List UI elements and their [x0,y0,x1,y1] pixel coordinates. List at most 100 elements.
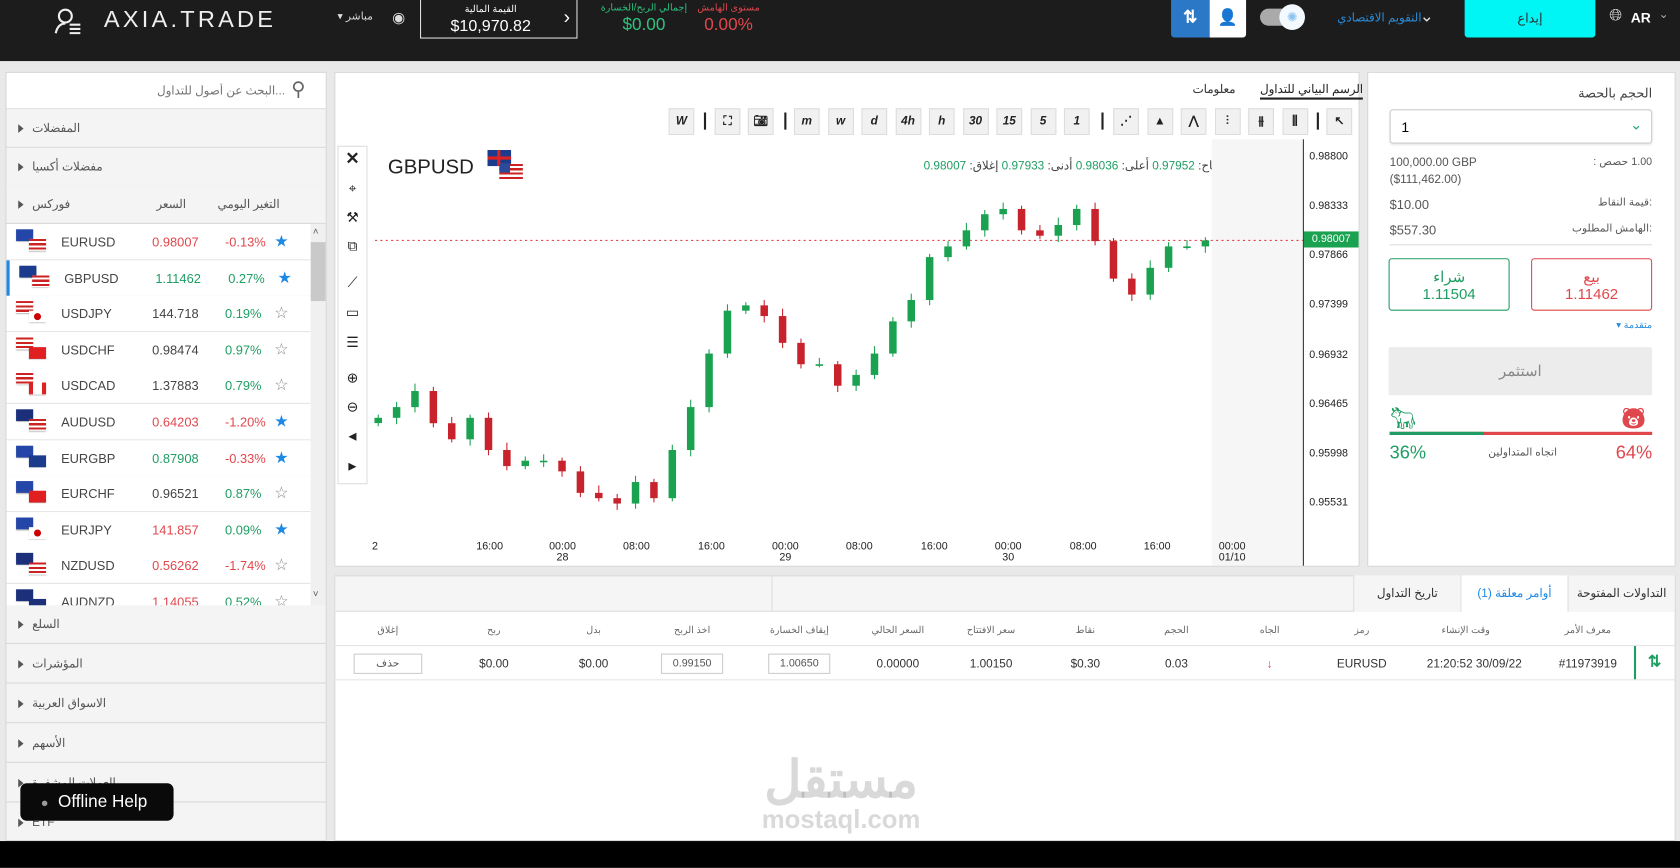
offline-help-widget[interactable]: ● Offline Help [20,783,174,821]
tab-trade-history[interactable]: تاريخ التداول [1353,575,1461,612]
search-box[interactable]: ⚲ [6,72,326,110]
zoom-out-icon[interactable]: ⊖ [346,398,359,415]
timeframe-button[interactable]: d [861,108,888,136]
zoom-in-icon[interactable]: ⊕ [346,369,359,386]
sidebar-section[interactable]: المؤشرات [6,645,326,684]
timeframe-button[interactable]: 30 [962,108,989,136]
star-icon[interactable]: ★ [274,412,289,431]
star-icon[interactable]: ★ [277,268,292,287]
forex-row[interactable]: AUDNZD 1.14055 0.52% ☆ [6,583,311,606]
star-icon[interactable]: ☆ [274,484,289,503]
mode-dropdown[interactable]: ▾ مباشر [337,10,374,23]
take-profit-input[interactable]: 0.99150 [660,653,724,674]
balance-box[interactable]: القيمة المالية $10,970.82 › [420,0,578,39]
scroll-up-icon[interactable]: ˄ [312,226,319,237]
timeframe-button[interactable]: m [793,108,820,136]
scroll-left-icon[interactable]: ◀ [348,430,357,443]
star-icon[interactable]: ★ [274,520,289,539]
camera-icon[interactable]: 📷︎ [747,108,774,136]
sidebar-section[interactable]: المفضلات [6,109,326,148]
star-icon[interactable]: ☆ [274,376,289,395]
buy-button[interactable]: شراء 1.11504 [1388,258,1510,311]
tab-trading-chart[interactable]: الرسم البياني للتداول [1260,83,1364,100]
stop-loss-input[interactable]: 1.00650 [768,653,831,674]
timeframe-button[interactable]: 5 [1030,108,1056,136]
flag-gbp-icon [28,454,47,467]
search-input[interactable] [17,79,286,103]
cursor-cross-icon[interactable]: ⌖ [348,180,357,197]
low-value: 0.97933 [1001,159,1045,173]
social-icon[interactable]: 👤 [1209,0,1247,38]
star-icon[interactable]: ☆ [274,340,289,359]
advanced-toggle[interactable]: ▾ متقدمة [1616,319,1653,331]
scroll-down-icon[interactable]: ˅ [312,588,319,599]
language-selector[interactable]: AR [1630,9,1651,26]
area-chart-icon[interactable]: ▲ [1146,108,1173,136]
timeframe-button[interactable]: 1 [1063,108,1090,136]
sort-icon[interactable]: ⇅ [1647,652,1662,671]
dots-chart-icon[interactable]: ⋰ [1113,108,1139,136]
toolbar-separator [1101,112,1104,130]
weekly-w-button[interactable]: W [668,108,695,136]
bar-chart-icon[interactable]: ⫶ [1214,108,1241,136]
scroll-right-icon[interactable]: ▶ [348,460,357,473]
forex-row[interactable]: USDCAD 1.37883 0.79% ☆ [6,367,311,405]
measure-icon[interactable]: ⚒ [346,208,359,226]
tab-info[interactable]: معلومات [1192,83,1236,97]
close-icon[interactable]: ✕ [345,150,360,169]
deposit-button[interactable]: إيداع [1464,0,1596,38]
scrollbar[interactable]: ˄ ˅ [310,223,326,606]
flag-nzd-icon [16,553,34,566]
trade-toggle-icon[interactable]: ⇅ [1171,0,1210,38]
time-tick: 16:00 [690,542,733,553]
buy-label: شراء [1433,267,1466,286]
timeframe-button[interactable]: w [827,108,854,136]
sidebar-section[interactable]: السلع [6,605,326,644]
fullscreen-icon[interactable]: ⛶ [714,108,741,136]
delete-order-button[interactable]: حذف [353,653,423,674]
candlestick-chart[interactable] [335,139,1358,566]
theme-toggle[interactable]: ✺ [1260,4,1306,31]
tab-open-trades[interactable]: التداولات المفتوحة [1567,575,1675,612]
economic-calendar-link[interactable]: التقويم الاقتصادي [1337,11,1422,25]
star-icon[interactable]: ☆ [274,592,289,606]
forex-row[interactable]: GBPUSD 1.11462 0.27% ★ [6,259,311,297]
forex-row[interactable]: EURJPY 141.857 0.09% ★ [6,511,311,549]
line-chart-icon[interactable]: ⋀ [1180,108,1207,136]
forex-row[interactable]: AUDUSD 0.64203 -1.20% ★ [6,403,311,441]
trend-line-icon[interactable]: ⟋ [347,274,358,291]
volume-select[interactable]: 1 ⌄ [1389,109,1653,144]
timeframe-button[interactable]: 4h [895,108,921,136]
sidebar-section[interactable]: الأسهم [6,724,326,763]
sell-button[interactable]: بيع 1.11462 [1531,258,1653,311]
star-icon[interactable]: ★ [274,232,289,251]
candle-body [925,257,934,300]
forex-row[interactable]: USDCHF 0.98474 0.97% ☆ [6,331,311,369]
sidebar-section[interactable]: الاسواق العربية [6,684,326,724]
fib-lines-icon[interactable]: ☰ [346,334,359,351]
timeframe-button[interactable]: 15 [996,108,1023,136]
copy-icon[interactable]: ⧉ [347,237,358,254]
hollow-candle-chart-icon[interactable]: ⫼ [1281,108,1308,136]
tab-pending-orders[interactable]: أوامر معلقة (1) [1460,575,1568,612]
rectangle-icon[interactable]: ▭ [345,304,360,321]
forex-row[interactable]: NZDUSD 0.56262 -1.74% ☆ [6,547,311,585]
forex-row[interactable]: EURGBP 0.87908 -0.33% ★ [6,439,311,477]
forex-row[interactable]: EURUSD 0.98007 -0.13% ★ [6,223,311,261]
star-icon[interactable]: ☆ [274,304,289,323]
chevron-down-icon[interactable]: ⌄ [1419,7,1435,26]
globe-icon[interactable]: 🌐︎ [1609,6,1623,25]
forex-row[interactable]: EURCHF 0.96521 0.87% ☆ [6,475,311,513]
invest-button[interactable]: استثمر [1388,347,1653,396]
user-menu-icon[interactable] [54,6,84,35]
sidebar-section[interactable]: مفضلات أكسيا [6,147,326,187]
timeframe-button[interactable]: h [928,108,955,136]
section-forex[interactable]: فوركس السعر التغير اليومي [6,185,326,224]
scrollbar-thumb[interactable] [310,242,326,302]
candle-chart-icon[interactable]: ⫵ [1248,108,1274,136]
star-icon[interactable]: ★ [274,448,289,467]
forex-row[interactable]: USDJPY 144.718 0.19% ☆ [6,295,311,333]
star-icon[interactable]: ☆ [274,556,289,575]
pointer-icon[interactable]: ↖ [1326,108,1353,136]
time-tick-time: 16:00 [1143,541,1171,553]
